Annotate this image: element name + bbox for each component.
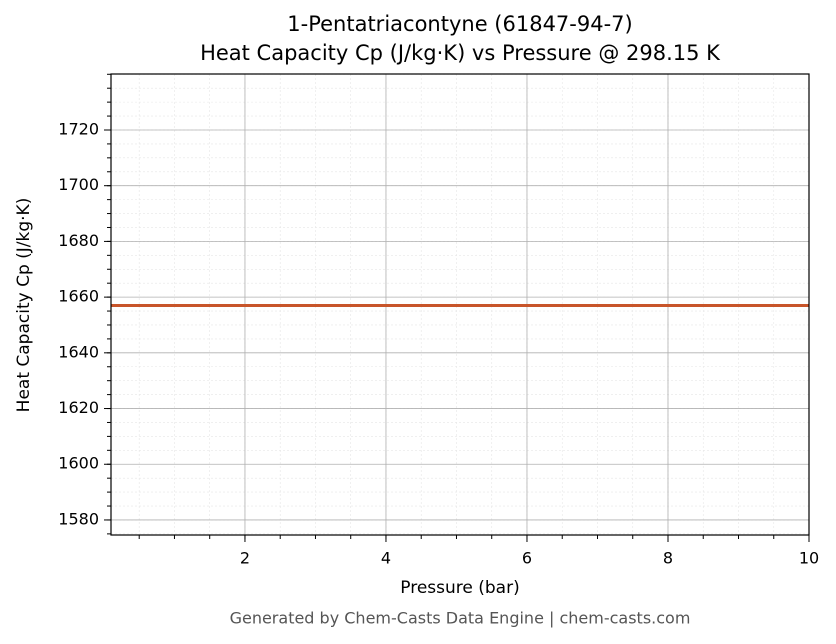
y-tick-label: 1640 — [58, 342, 99, 361]
x-axis-label: Pressure (bar) — [400, 578, 519, 598]
x-tick-label: 6 — [522, 549, 532, 568]
y-axis-label: Heat Capacity Cp (J/kg·K) — [14, 198, 34, 413]
x-tick-label: 2 — [240, 549, 250, 568]
chart-title: 1-Pentatriacontyne (61847-94-7) — [287, 12, 632, 36]
y-tick-label: 1720 — [58, 119, 99, 138]
y-tick-label: 1680 — [58, 231, 99, 250]
chart-subtitle: Heat Capacity Cp (J/kg·K) vs Pressure @ … — [200, 41, 721, 65]
y-tick-label: 1600 — [58, 454, 99, 473]
y-tick-label: 1580 — [58, 509, 99, 528]
y-tick-label: 1660 — [58, 287, 99, 306]
x-tick-label: 4 — [381, 549, 391, 568]
x-tick-label: 10 — [799, 549, 819, 568]
x-tick-label: 8 — [663, 549, 673, 568]
y-tick-label: 1700 — [58, 175, 99, 194]
plot-frame — [110, 73, 810, 536]
y-tick-label: 1620 — [58, 398, 99, 417]
footer: Generated by Chem-Casts Data Engine | ch… — [230, 609, 691, 628]
